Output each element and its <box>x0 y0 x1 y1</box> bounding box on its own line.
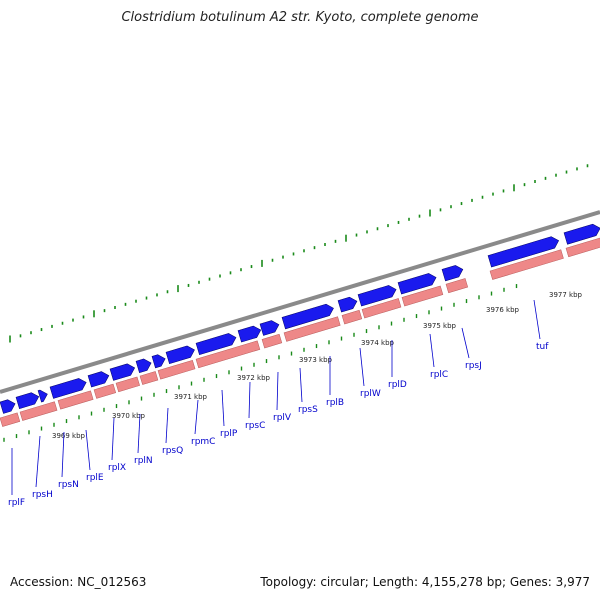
accession-label: Accession: NC_012563 <box>10 575 147 589</box>
cds-track <box>0 223 600 414</box>
gene-leader-line <box>194 399 199 435</box>
cds-arrow <box>397 273 437 295</box>
gene-label: rplX <box>108 463 126 473</box>
gene-label: rpsN <box>58 480 79 490</box>
cds-arrow <box>151 354 166 369</box>
gene-label: rplC <box>430 370 448 380</box>
gene-leader-line <box>276 371 279 411</box>
kbp-labels: 3969 kbp 3970 kbp 3971 kbp 3972 kbp 3973 kbp… <box>52 291 583 440</box>
gene-labels: rplF rpsH rpsN rplE rplX rplN rpsQ rpmC rplP rpsC… <box>8 299 549 508</box>
cds-arrow <box>15 392 40 410</box>
gene-segment <box>401 285 444 307</box>
cds-arrow <box>165 345 195 365</box>
genome-backbone <box>0 210 600 394</box>
length-label: Length: 4,155,278 bp <box>372 575 502 589</box>
cds-arrow <box>259 320 280 336</box>
gene-leader-line <box>429 333 435 368</box>
gene-segment <box>261 333 283 349</box>
gene-label: rplV <box>273 413 292 423</box>
gene-segment <box>115 376 140 393</box>
gene-label: rplD <box>388 380 407 390</box>
cds-arrow <box>281 303 334 330</box>
gene-leader-line <box>137 413 141 454</box>
cds-arrow <box>49 378 87 399</box>
gene-segment <box>361 298 402 319</box>
cds-arrow <box>195 333 237 356</box>
cds-arrow <box>237 325 262 343</box>
gene-label: rplF <box>8 498 25 508</box>
genes-count-label: Genes: 3,977 <box>509 575 590 589</box>
gene-label: rpsS <box>298 405 318 415</box>
kbp-label: 3975 kbp <box>423 322 457 330</box>
gene-segment <box>57 390 94 410</box>
kbp-label: 3974 kbp <box>361 339 395 347</box>
cds-arrow <box>337 296 358 313</box>
gene-leader-line <box>533 299 541 340</box>
gene-track <box>0 237 600 427</box>
gene-leader-line <box>61 431 65 478</box>
kbp-label: 3971 kbp <box>174 393 208 401</box>
cds-arrow <box>135 358 152 374</box>
kbp-label: 3977 kbp <box>549 291 583 299</box>
kbp-label: 3969 kbp <box>52 432 86 440</box>
gene-segment <box>283 316 341 342</box>
kbp-label: 3973 kbp <box>299 356 333 364</box>
gene-leader-line <box>221 389 225 427</box>
gene-segment <box>445 278 469 294</box>
cds-arrow <box>109 363 136 381</box>
gene-segment <box>0 412 21 427</box>
position-ticks <box>3 284 518 442</box>
gene-segment <box>157 359 196 380</box>
kbp-label: 3970 kbp <box>112 412 146 420</box>
gene-label: rplN <box>134 456 153 466</box>
gene-leader-line <box>299 367 303 403</box>
gene-segment <box>19 401 58 421</box>
gene-label: rplW <box>360 389 381 399</box>
gene-segment <box>489 249 564 280</box>
kbp-label: 3972 kbp <box>237 374 271 382</box>
genome-stats: Topology: circular; Length: 4,155,278 bp… <box>260 575 590 589</box>
gene-leader-line <box>248 381 251 419</box>
cds-arrow <box>357 285 397 307</box>
cds-arrow <box>0 399 16 414</box>
cds-arrow <box>87 371 110 388</box>
gene-label: rpsH <box>32 490 53 500</box>
gene-segment <box>139 371 159 385</box>
cds-arrow <box>563 223 600 245</box>
gene-leader-line <box>85 429 91 471</box>
gene-leader-line <box>359 347 365 387</box>
gene-label: rpsC <box>245 421 265 431</box>
gene-segment <box>341 309 363 325</box>
gene-leader-line <box>35 435 41 488</box>
cds-arrow <box>37 389 48 403</box>
topology-label: Topology: circular <box>260 575 365 589</box>
gc-dots-track <box>9 164 589 343</box>
kbp-label: 3976 kbp <box>486 306 520 314</box>
gene-segment <box>565 237 600 258</box>
gene-label: rpsQ <box>162 446 183 456</box>
gene-leader-line <box>461 327 470 359</box>
cds-arrow <box>441 265 464 282</box>
backbone-line <box>0 210 600 394</box>
gene-segment <box>195 340 261 369</box>
gene-label: rplB <box>326 398 344 408</box>
gene-label: rplE <box>86 473 104 483</box>
gene-leader-line <box>165 407 169 444</box>
gene-label: tuf <box>536 342 549 352</box>
cds-arrow <box>487 236 560 268</box>
gene-label: rplP <box>220 429 238 439</box>
gene-label: rpmC <box>191 437 215 447</box>
map-title: Clostridium botulinum A2 str. Kyoto, com… <box>121 10 479 25</box>
gene-leader-line <box>111 417 115 461</box>
gene-segment <box>93 383 117 399</box>
gene-label: rpsJ <box>465 361 482 371</box>
